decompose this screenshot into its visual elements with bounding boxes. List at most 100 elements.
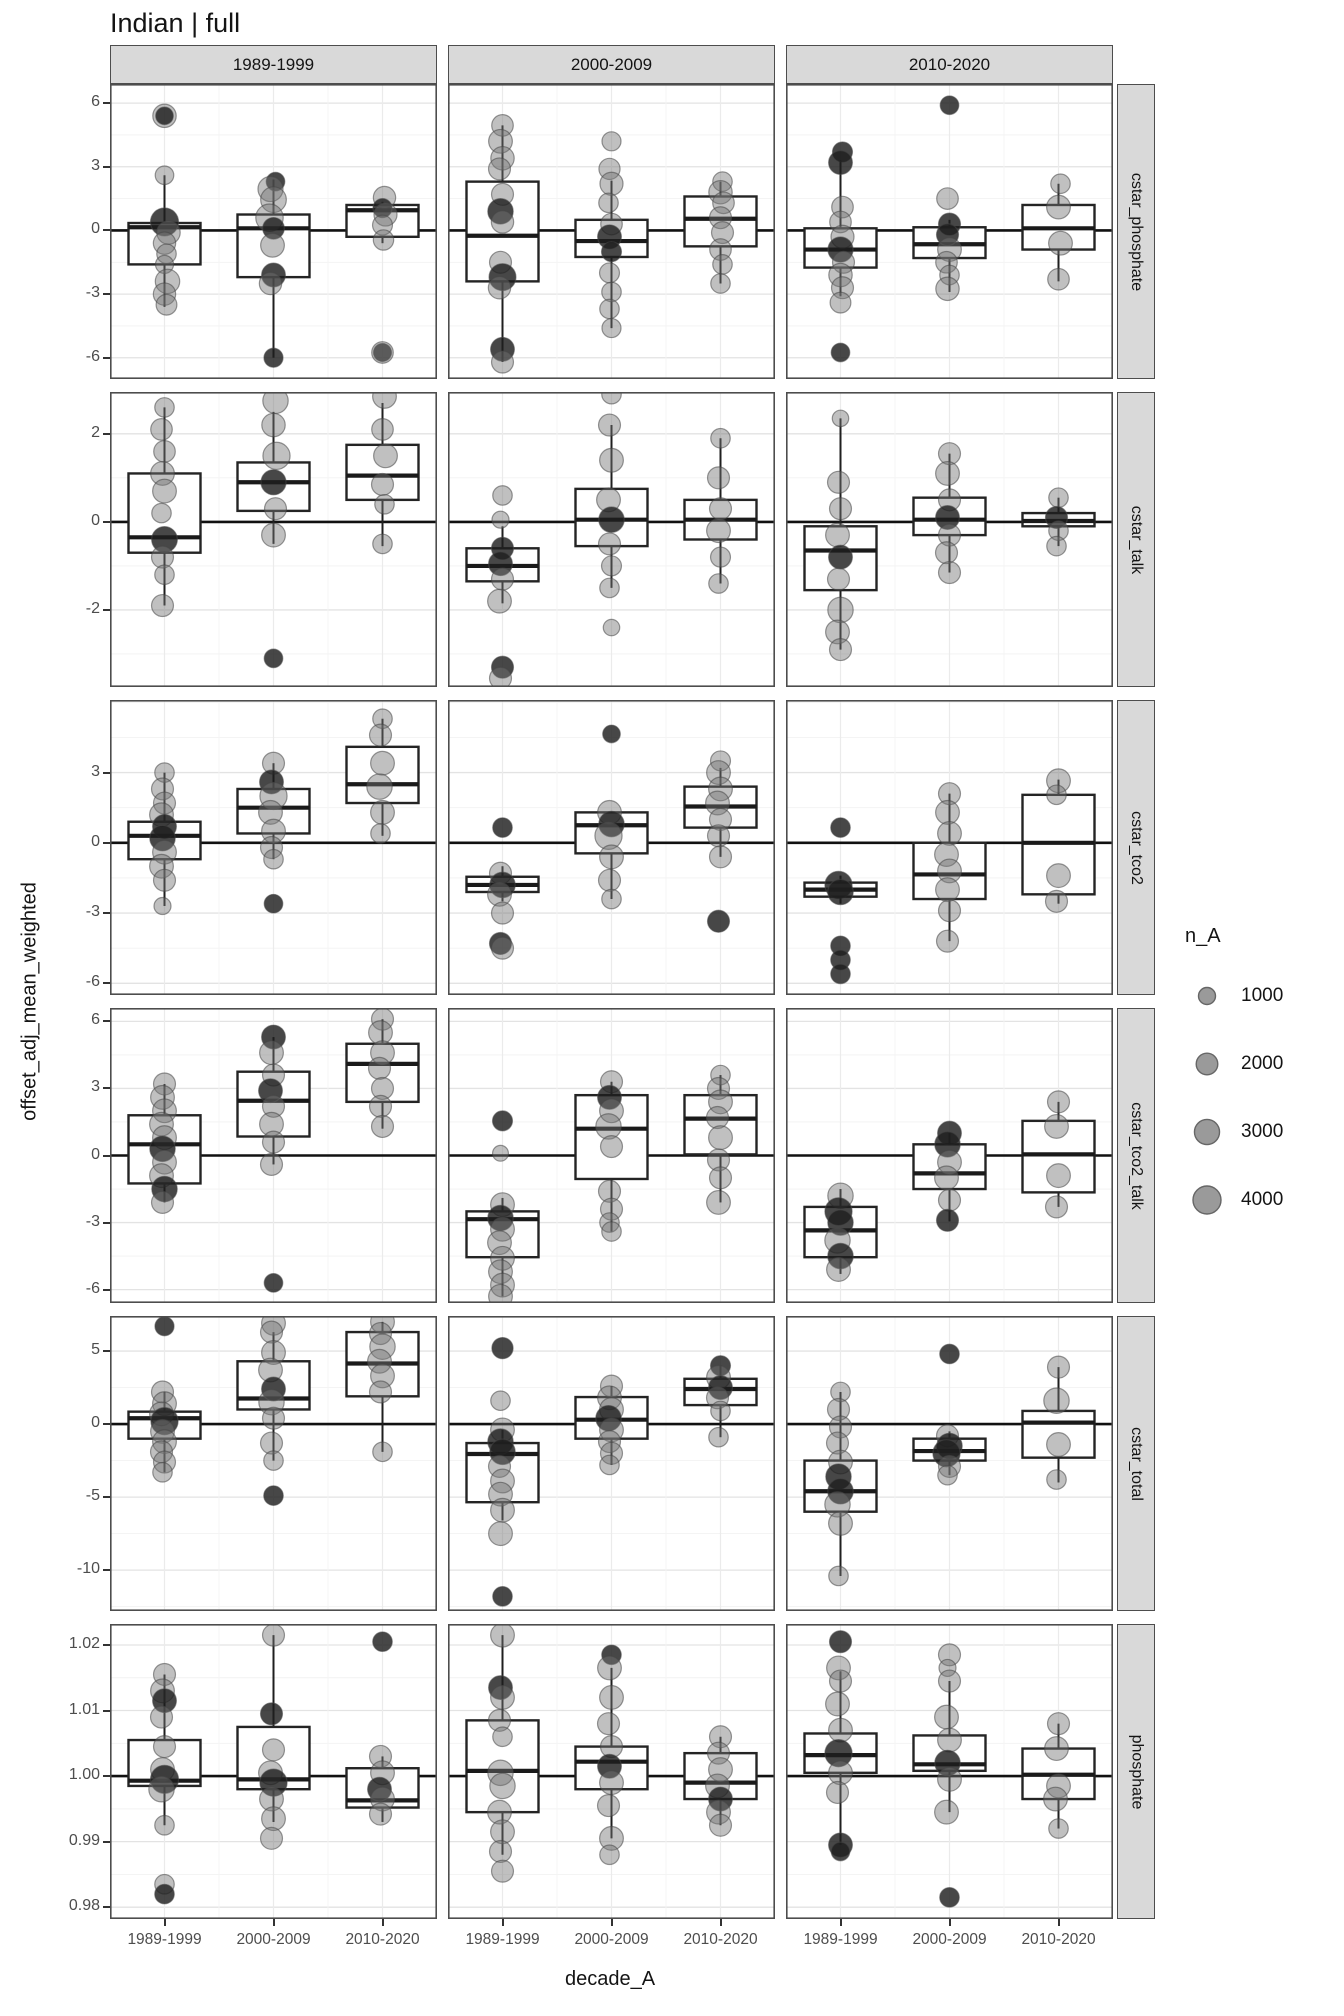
data-point [155, 106, 174, 126]
data-point [937, 442, 962, 466]
y-tick-mark [103, 432, 110, 435]
y-tick-mark [103, 1423, 110, 1426]
data-point [937, 1727, 962, 1753]
data-point [370, 799, 395, 825]
data-point [830, 1381, 851, 1403]
data-point [1046, 784, 1067, 806]
data-point [261, 1624, 286, 1647]
data-point [1043, 1387, 1070, 1414]
data-point [937, 1454, 962, 1478]
y-tick-label: 1.00 [68, 1766, 100, 1784]
data-point [490, 350, 515, 374]
data-point [490, 1684, 515, 1710]
facet-panel [110, 1624, 437, 1919]
data-point [827, 1477, 854, 1505]
x-tick-mark [163, 1919, 166, 1926]
data-point [825, 1780, 850, 1805]
y-tick-mark [103, 102, 110, 105]
data-point [601, 281, 622, 303]
data-point [262, 392, 289, 415]
data-point [259, 1040, 284, 1066]
x-tick-mark [610, 1919, 613, 1926]
y-tick-label: 0.99 [68, 1831, 100, 1849]
data-point [597, 868, 622, 892]
data-point [1046, 1090, 1071, 1114]
data-point [826, 470, 851, 494]
data-point [935, 1208, 960, 1232]
y-tick-label: 0.98 [68, 1897, 100, 1915]
facet-panel [110, 1008, 437, 1303]
data-point [370, 750, 395, 776]
data-point [488, 1521, 513, 1547]
data-point [261, 1376, 286, 1402]
data-point [261, 1738, 286, 1762]
data-point [830, 817, 851, 838]
data-point [706, 1189, 731, 1215]
data-point [936, 187, 959, 210]
facet-panel [110, 392, 437, 687]
data-point [154, 762, 175, 783]
data-point [368, 1020, 393, 1046]
data-point [373, 443, 398, 469]
data-point [152, 868, 177, 892]
data-point [937, 1766, 962, 1792]
data-point [600, 555, 623, 577]
data-point [372, 229, 395, 251]
facet-col-strip: 2010-2020 [786, 45, 1113, 84]
data-point [259, 769, 284, 795]
data-point [597, 1179, 622, 1203]
data-point [148, 1775, 175, 1803]
data-point [492, 485, 513, 506]
data-point [1046, 535, 1067, 557]
data-point [825, 522, 850, 548]
x-tick-label: 2000-2009 [912, 1931, 987, 1948]
data-point [367, 1776, 392, 1802]
data-point [1048, 1818, 1069, 1839]
legend-item: 2000 [1185, 1030, 1335, 1098]
data-point [259, 1320, 284, 1344]
x-tick-mark [1057, 1919, 1060, 1926]
data-point [374, 493, 395, 515]
data-point [824, 1491, 851, 1518]
data-point [826, 567, 851, 591]
data-point [490, 1245, 515, 1271]
data-point [934, 1704, 959, 1730]
y-tick-mark [103, 520, 110, 523]
data-point [710, 220, 735, 245]
data-point [934, 541, 959, 565]
facet-row-strip: phosphate [1117, 1624, 1155, 1919]
y-tick-label: -2 [85, 599, 100, 617]
data-point [827, 596, 854, 624]
data-point [488, 1839, 513, 1864]
data-point [490, 1497, 515, 1523]
facet-row-strip-label: phosphate [1128, 1734, 1146, 1809]
x-tick-mark [381, 1919, 384, 1926]
data-point [258, 1078, 283, 1104]
y-tick-label: -5 [85, 1487, 100, 1505]
y-tick-label: 2 [91, 423, 100, 441]
data-point [712, 254, 733, 275]
data-point [490, 901, 515, 925]
data-point [369, 1333, 396, 1360]
data-point [828, 1717, 853, 1743]
data-point [828, 1760, 853, 1786]
data-point [263, 497, 288, 521]
data-point [259, 781, 288, 811]
data-point [937, 899, 962, 923]
data-point [828, 544, 853, 570]
data-point [599, 1134, 624, 1159]
data-point [261, 1406, 286, 1430]
legend-point-icon [1185, 1042, 1229, 1086]
y-tick-mark [103, 293, 110, 296]
data-point [487, 275, 512, 300]
data-point [939, 95, 960, 116]
facet-row-strip: cstar_tco2_talk [1117, 1008, 1155, 1303]
y-tick-mark [103, 1496, 110, 1499]
data-point [1044, 1113, 1069, 1139]
data-point [488, 1481, 513, 1507]
y-tick-label: 6 [91, 93, 100, 111]
data-point [263, 1485, 284, 1506]
data-point [601, 1644, 622, 1666]
facet-panel [448, 1008, 775, 1303]
y-tick-mark [103, 1840, 110, 1843]
